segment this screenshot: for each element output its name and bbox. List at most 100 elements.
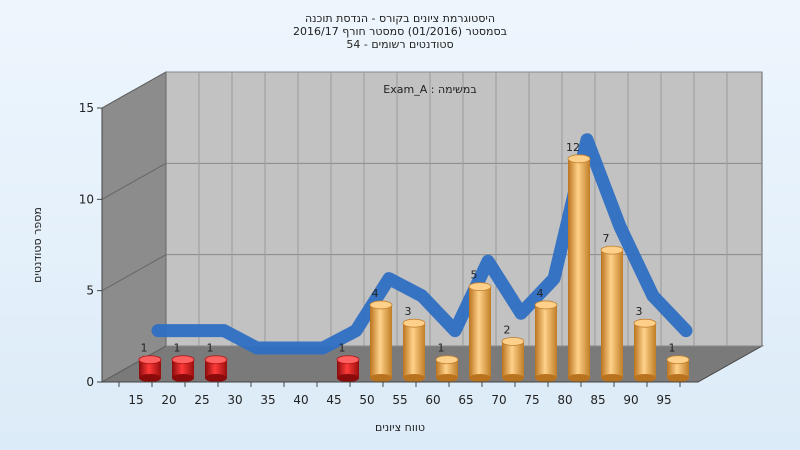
bar-base: [436, 374, 458, 382]
bar: [402, 318, 426, 382]
distribution-curve-group: [151, 133, 693, 355]
x-ticks-group: 15 20 25 30 35 40 45 50 55 60 65 70 75 80 85 90 95: [118, 382, 681, 407]
bar-value-label: 7: [603, 232, 610, 245]
bar-top: [666, 355, 690, 365]
distribution-curve: [151, 133, 693, 355]
bar: [534, 300, 558, 382]
bar-value-label: 1: [669, 342, 676, 355]
x-tick-label: 80: [557, 393, 572, 407]
bar-body: [370, 304, 392, 378]
bar-body: [502, 341, 524, 378]
bar-value-label: 12: [566, 141, 580, 154]
bar-top: [633, 318, 657, 328]
bar-value-label: 5: [471, 269, 478, 282]
x-tick-label: 70: [491, 393, 506, 407]
bar-base: [337, 374, 359, 382]
bar-value-label: 1: [339, 342, 346, 355]
bar-base: [535, 374, 557, 382]
x-tick-label: 55: [392, 393, 407, 407]
bar-top: [336, 355, 360, 365]
bar-top: [567, 154, 591, 164]
bar-body: [469, 286, 491, 378]
bar-body: [535, 304, 557, 378]
bar-base: [568, 374, 590, 382]
y-axis-title: מספר סטודנטים: [31, 207, 44, 283]
bar-value-label: 2: [504, 323, 511, 336]
bar-top: [369, 300, 393, 310]
bar: [171, 355, 195, 382]
floor: [100, 345, 764, 383]
bar-value-label: 1: [438, 342, 445, 355]
bar-value-label: 3: [636, 305, 643, 318]
bar: [666, 355, 690, 382]
x-tick-label: 30: [227, 393, 242, 407]
x-tick-label: 35: [260, 393, 275, 407]
bar-base: [205, 374, 227, 382]
x-tick-label: 95: [656, 393, 671, 407]
x-tick-label: 65: [458, 393, 473, 407]
bar-base: [469, 374, 491, 382]
bar-body: [403, 323, 425, 378]
gridline-wall: [101, 71, 167, 109]
bar-top: [204, 355, 228, 365]
bar-value-label: 1: [141, 342, 148, 355]
bar-base: [634, 374, 656, 382]
bar-body: [205, 359, 227, 378]
bar-top: [600, 245, 624, 255]
y-tick-label: 0: [86, 375, 94, 389]
gridline-wall: [101, 162, 167, 200]
x-tick-label: 85: [590, 393, 605, 407]
bar-top: [534, 300, 558, 310]
bar-base: [172, 374, 194, 382]
bar-body: [172, 359, 194, 378]
y-tick-label: 5: [86, 284, 94, 298]
bar: [138, 355, 162, 382]
bar: [468, 282, 492, 382]
gridline-wall: [101, 254, 167, 292]
bar: [501, 337, 525, 382]
data-labels-group: 1 1 1 1 4 3 1 5 2 4 12 7 3 1: [141, 141, 676, 355]
bar-value-label: 1: [174, 342, 181, 355]
bar-top: [402, 318, 426, 328]
x-tick-label: 45: [326, 393, 341, 407]
bar-body: [634, 323, 656, 378]
bar: [567, 154, 591, 382]
x-tick-label: 50: [359, 393, 374, 407]
bar-base: [370, 374, 392, 382]
bar-top: [435, 355, 459, 365]
y-ticks-group: 0 5 10 15: [79, 101, 102, 389]
legend-label: Exam_A : במשימה: [383, 83, 476, 96]
y-tick-label: 15: [79, 101, 94, 115]
bar: [369, 300, 393, 382]
bar-top: [138, 355, 162, 365]
chart-title-line-1: היסטוגרמת ציונים בקורס - הנדסת תוכנה: [305, 12, 495, 25]
x-tick-label: 20: [161, 393, 176, 407]
chart-title-line-3: סטודנטים רשומים - 54: [346, 38, 453, 51]
bar-top: [501, 337, 525, 346]
bar: [633, 318, 657, 382]
bar-base: [667, 374, 689, 382]
x-tick-label: 25: [194, 393, 209, 407]
bar-base: [403, 374, 425, 382]
bar-value-label: 4: [372, 287, 379, 300]
bar: [204, 355, 228, 382]
bar-value-label: 4: [537, 287, 544, 300]
bar-base: [601, 374, 623, 382]
x-tick-label: 15: [128, 393, 143, 407]
bar-body: [601, 250, 623, 378]
bar-top: [171, 355, 195, 365]
bar-body: [337, 359, 359, 378]
bar-base: [502, 374, 524, 382]
bar-value-label: 1: [207, 342, 214, 355]
bar-top: [468, 282, 492, 292]
bars-group: [138, 154, 690, 382]
bar-value-label: 3: [405, 305, 412, 318]
bar-base: [139, 374, 161, 382]
bar-body: [667, 359, 689, 378]
x-tick-label: 75: [524, 393, 539, 407]
y-tick-label: 10: [79, 192, 94, 206]
bar: [600, 245, 624, 382]
bar: [336, 355, 360, 382]
bar-body: [436, 359, 458, 378]
